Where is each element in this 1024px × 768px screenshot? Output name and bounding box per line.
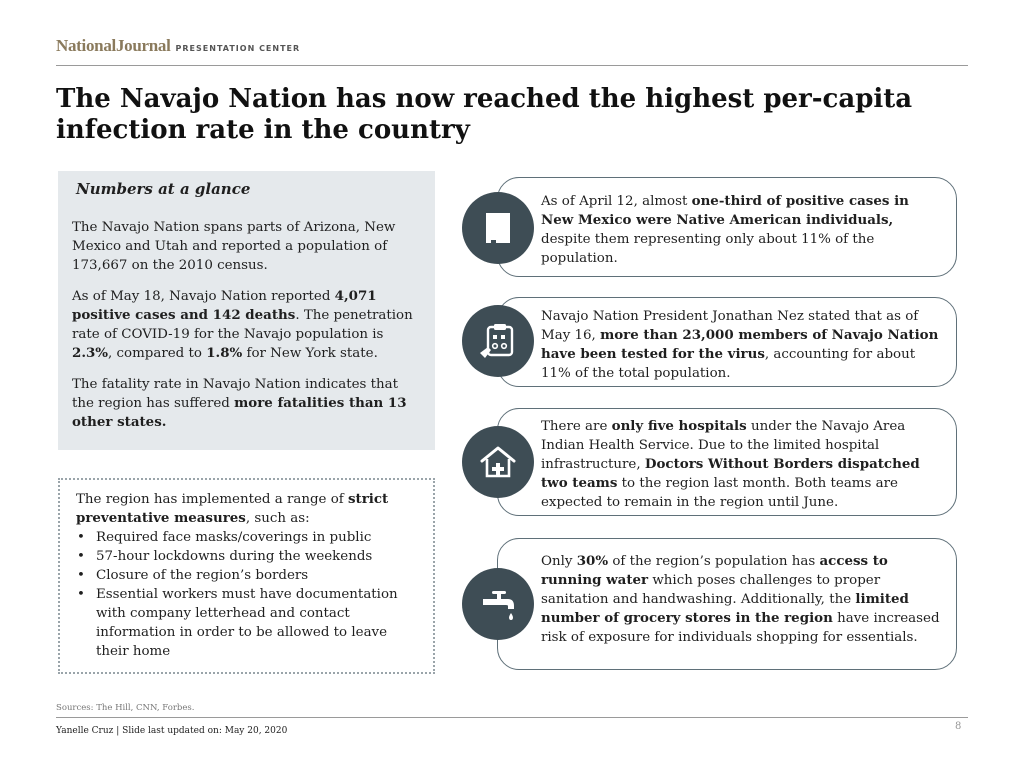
page-number: 8	[955, 721, 962, 732]
slide-title: The Navajo Nation has now reached the hi…	[56, 84, 956, 146]
list-item: Required face masks/coverings in public	[76, 528, 421, 547]
brand-subtitle: PRESENTATION CENTER	[175, 44, 301, 53]
card-bold: one-third of positive cases in New Mexic…	[541, 193, 909, 228]
card-bold: access to running water	[541, 553, 888, 588]
measures-text: The region has implemented a range of	[76, 492, 349, 507]
fact-card-new-mexico: As of April 12, almost one-third of posi…	[497, 177, 957, 277]
author-credit: Yanelle Cruz | Slide last updated on: Ma…	[56, 726, 288, 736]
fact-card-testing: Navajo Nation President Jonathan Nez sta…	[497, 297, 957, 387]
glance-text: . The penetration rate of COVID-19 for t…	[72, 308, 413, 342]
card-text-part: have increased risk of exposure for indi…	[541, 611, 940, 645]
card-text-part: Navajo Nation President Jonathan Nez sta…	[541, 309, 919, 343]
list-item: Closure of the region’s borders	[76, 566, 421, 585]
brand-logo: NationalJournal PRESENTATION CENTER	[56, 36, 300, 56]
glance-paragraph-cases: As of May 18, Navajo Nation reported 4,0…	[72, 287, 424, 363]
card-text-part: which poses challenges to proper sanitat…	[541, 573, 881, 607]
card-text-part: of the region’s population has	[608, 554, 820, 569]
hospital-house-icon	[462, 426, 534, 498]
card-bold: only five hospitals	[611, 418, 747, 434]
new-mexico-map-icon	[462, 192, 534, 264]
footer-divider	[56, 717, 968, 718]
hospital-house-icon-svg	[480, 446, 516, 478]
card-text-part: As of April 12, almost	[541, 194, 692, 209]
measures-list: Required face masks/coverings in public …	[76, 528, 421, 661]
card-bold: Doctors Without Borders dispatched two t…	[541, 456, 920, 491]
card-text: As of April 12, almost one-third of posi…	[541, 192, 942, 268]
new-mexico-map-icon-svg	[486, 213, 510, 243]
measures-text: , such as:	[245, 511, 310, 526]
glance-bold: 4,071 positive cases and 142 deaths	[72, 288, 377, 323]
fact-card-hospitals: There are only five hospitals under the …	[497, 408, 957, 516]
card-text-part: under the Navajo Area Indian Health Serv…	[541, 419, 906, 472]
card-bold: 30%	[576, 553, 609, 569]
card-bold: more than 23,000 members of Navajo Natio…	[541, 327, 939, 362]
measures-intro: The region has implemented a range of st…	[76, 490, 416, 528]
card-text: Only 30% of the region’s population has …	[541, 552, 942, 647]
glance-bold: 2.3%	[72, 345, 109, 361]
card-text: Navajo Nation President Jonathan Nez sta…	[541, 307, 942, 383]
card-text-part: to the region last month. Both teams are…	[541, 476, 898, 510]
card-text-part: despite them representing only about 11%…	[541, 232, 875, 266]
brand-name: NationalJournal	[56, 36, 171, 55]
glance-text: , compared to	[108, 346, 207, 361]
card-bold: limited number of grocery stores in the …	[541, 591, 909, 626]
measures-bold: strict preventative measures	[76, 491, 389, 526]
card-text: There are only five hospitals under the …	[541, 417, 942, 512]
glance-text: for New York state.	[242, 346, 378, 361]
glance-paragraph-population: The Navajo Nation spans parts of Arizona…	[72, 220, 396, 273]
preventative-measures-box: The region has implemented a range of st…	[58, 478, 435, 674]
header-divider	[56, 65, 968, 66]
water-faucet-icon-svg	[483, 591, 514, 620]
list-item: 57-hour lockdowns during the weekends	[76, 547, 421, 566]
glance-text: As of May 18, Navajo Nation reported	[72, 289, 335, 304]
card-text-part: Only	[541, 554, 577, 569]
clipboard-test-icon-svg	[480, 324, 514, 358]
numbers-at-a-glance-panel: Numbers at a glance The Navajo Nation sp…	[58, 171, 435, 450]
water-faucet-icon	[462, 568, 534, 640]
sources-note: Sources: The Hill, CNN, Forbes.	[56, 703, 195, 713]
glance-bold: 1.8%	[206, 345, 243, 361]
card-text-part: , accounting for about 11% of the total …	[541, 347, 916, 381]
glance-heading: Numbers at a glance	[76, 180, 251, 198]
fact-card-running-water: Only 30% of the region’s population has …	[497, 538, 957, 670]
list-item: Essential workers must have documentatio…	[76, 585, 421, 661]
glance-text: The fatality rate in Navajo Nation indic…	[72, 377, 398, 411]
clipboard-test-icon	[462, 305, 534, 377]
slide-title-line-1: The Navajo Nation has now reached the hi…	[56, 84, 913, 114]
slide-title-line-2: infection rate in the country	[56, 115, 470, 145]
glance-paragraph-fatality: The fatality rate in Navajo Nation indic…	[72, 375, 424, 432]
glance-bold: more fatalities than 13 other states.	[72, 395, 407, 430]
card-text-part: There are	[541, 419, 612, 434]
